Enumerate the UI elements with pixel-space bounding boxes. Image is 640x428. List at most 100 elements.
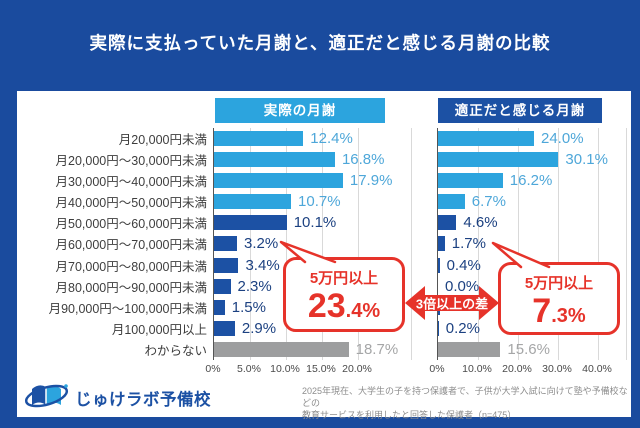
value-label: 0.4% xyxy=(446,256,481,274)
chart-card: 実際の月謝 適正だと感じる月謝 月20,000円未満 月20,000円〜30,00… xyxy=(17,91,631,420)
axis-tick-label: 30.0% xyxy=(542,363,572,375)
value-label: 4.6% xyxy=(463,214,498,232)
category-label: 月100,000円以上 xyxy=(111,322,207,337)
bar-row: 0.4% xyxy=(438,254,626,275)
bar-row: 16.2% xyxy=(438,170,626,191)
bar xyxy=(214,236,238,252)
bar xyxy=(214,131,304,147)
bar-row: 2.3% xyxy=(214,276,411,297)
bar xyxy=(214,173,343,189)
x-axis-actual: 0% 5.0% 10.0% 15.0% 20.0% xyxy=(205,363,412,377)
axis-tick-label: 5.0% xyxy=(237,363,261,375)
bar xyxy=(438,257,440,273)
category-label: 月20,000円未満 xyxy=(118,133,207,148)
source-line-2: 教育サービスを利用したと回答した保護者（n=475） xyxy=(302,410,517,420)
value-label: 3.4% xyxy=(245,256,280,274)
category-label: 月50,000円〜60,000円未満 xyxy=(55,217,207,232)
source-note: 2025年現在、大学生の子を持つ保護者で、子供が大学入試に向けて塾や予備校などの… xyxy=(302,385,628,421)
bar-row: 17.9% xyxy=(214,170,411,191)
bar-row: 30.1% xyxy=(438,149,626,170)
axis-tick-label: 20.0% xyxy=(502,363,532,375)
callout-actual-over-50k: 5万円以上 23.4% xyxy=(283,257,405,332)
value-label: 16.2% xyxy=(509,172,553,190)
bar-row: 10.1% xyxy=(214,212,411,233)
bar-row: 24.0% xyxy=(438,128,626,149)
source-line-1: 2025年現在、大学生の子を持つ保護者で、子供が大学入試に向けて塾や予備校などの xyxy=(302,386,628,408)
gridline xyxy=(598,128,599,360)
value-label: 0.2% xyxy=(445,319,480,337)
callout-title: 5万円以上 xyxy=(524,275,594,292)
value-label: 17.9% xyxy=(349,172,393,190)
category-label: わからない xyxy=(144,343,207,358)
bar xyxy=(438,236,445,252)
gridline xyxy=(358,128,359,360)
value-label: 10.7% xyxy=(298,193,341,211)
bar-row: 16.8% xyxy=(214,149,411,170)
bar-row: 18.7% xyxy=(214,339,411,360)
axis-tick-label: 0% xyxy=(429,363,445,375)
bar xyxy=(438,194,465,210)
bar xyxy=(438,320,439,336)
axis-tick-label: 20.0% xyxy=(342,363,372,375)
logo-book-icon xyxy=(24,384,69,408)
logo: じゅけラボ予備校 xyxy=(23,379,211,417)
axis-tick-label: 0% xyxy=(205,363,221,375)
bar-row: 3.2% xyxy=(214,233,411,254)
value-label: 15.6% xyxy=(507,340,550,358)
bar xyxy=(438,215,457,231)
bar xyxy=(438,152,559,168)
value-label: 30.1% xyxy=(565,151,608,169)
bar-row: 1.5% xyxy=(214,297,411,318)
x-axis-fair: 0% 10.0% 20.0% 30.0% 40.0% xyxy=(429,363,627,377)
bar-row: 0.2% xyxy=(438,318,626,339)
category-labels: 月20,000円未満月20,000円〜30,000円未満 月30,000円〜40,… xyxy=(17,128,209,360)
bar-row: 2.9% xyxy=(214,318,411,339)
category-label: 月20,000円〜30,000円未満 xyxy=(55,154,207,169)
category-label: 月60,000円〜70,000円未満 xyxy=(55,238,207,253)
value-label: 16.8% xyxy=(341,151,385,169)
value-label: 18.7% xyxy=(355,340,399,358)
chart-actual-fee: 12.4% 16.8% 17.9% 10.7% 10.1% 3.2% 3.4% 2.3% 1.5… xyxy=(213,128,412,360)
bar xyxy=(214,152,335,168)
value-label: 1.7% xyxy=(451,235,486,253)
value-label: 24.0% xyxy=(541,130,584,148)
category-label: 月40,000円〜50,000円未満 xyxy=(55,196,207,211)
bar xyxy=(438,131,534,147)
bar xyxy=(214,257,239,273)
legend-actual-fee: 実際の月謝 xyxy=(215,98,385,123)
callout-value: 7.3% xyxy=(532,292,586,330)
gridline xyxy=(558,128,559,360)
value-label: 1.5% xyxy=(231,298,266,316)
bar-row: 6.7% xyxy=(438,191,626,212)
logo-text: じゅけラボ予備校 xyxy=(75,391,211,409)
axis-tick-label: 10.0% xyxy=(462,363,492,375)
bar xyxy=(214,278,231,294)
bar-row: 12.4% xyxy=(214,128,411,149)
category-label: 月70,000円〜80,000円未満 xyxy=(55,259,207,274)
callout-fair-over-50k: 5万円以上 7.3% xyxy=(498,262,620,335)
callout-value: 23.4% xyxy=(307,287,381,325)
bar xyxy=(438,173,503,189)
value-label: 0.0% xyxy=(445,277,480,295)
axis-tick-label: 15.0% xyxy=(306,363,336,375)
category-label: 月30,000円〜40,000円未満 xyxy=(55,175,207,190)
gridline xyxy=(478,128,479,360)
category-label: 月90,000円〜100,000円未満 xyxy=(48,301,207,316)
bar-row: 10.7% xyxy=(214,191,411,212)
value-label: 3.2% xyxy=(244,235,279,253)
bar-row: 3.4% xyxy=(214,254,411,275)
axis-tick-label: 10.0% xyxy=(270,363,300,375)
value-label: 2.3% xyxy=(237,277,272,295)
bar xyxy=(438,341,501,357)
value-label: 10.1% xyxy=(293,214,337,232)
page-title: 実際に支払っていた月謝と、適正だと感じる月謝の比較 xyxy=(89,33,551,53)
bar xyxy=(438,299,440,315)
axis-tick-label: 40.0% xyxy=(582,363,612,375)
bar-row: 4.6% xyxy=(438,212,626,233)
gridline xyxy=(250,128,251,360)
bar xyxy=(214,299,225,315)
bar-row: 1.7% xyxy=(438,233,626,254)
value-label: 2.9% xyxy=(241,319,277,337)
value-label: 6.7% xyxy=(471,193,506,211)
bar-row: 15.6% xyxy=(438,339,626,360)
